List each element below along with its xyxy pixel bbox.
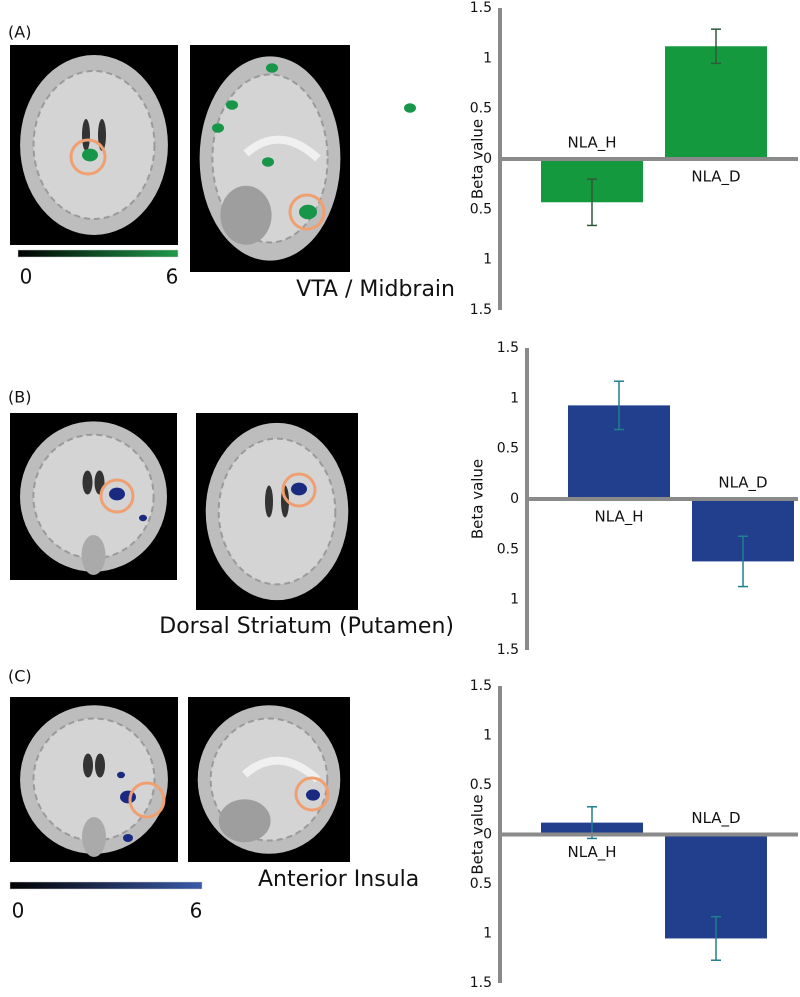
activation xyxy=(139,514,147,522)
brainstem xyxy=(82,817,106,857)
activation xyxy=(212,123,224,133)
activation xyxy=(123,834,133,842)
y-tick-label: 1.5 xyxy=(497,642,519,658)
activation xyxy=(82,148,98,162)
panel-label: (A) xyxy=(8,23,31,42)
y-tick-label: 0.5 xyxy=(497,441,519,457)
image-caption: VTA / Midbrain xyxy=(296,277,455,302)
cerebellum xyxy=(218,799,271,843)
colorbar-label: 0 xyxy=(20,265,33,289)
activation xyxy=(291,482,307,496)
activation xyxy=(299,204,317,220)
y-tick-label: 0.5 xyxy=(470,777,492,793)
y-tick-label: 1 xyxy=(483,50,492,66)
ventricle xyxy=(82,470,93,495)
roi-circle xyxy=(294,776,330,812)
bar xyxy=(665,46,767,159)
corpus-callosum xyxy=(242,756,321,783)
cerebellum xyxy=(220,185,272,245)
y-tick-label: 1 xyxy=(483,252,492,268)
brainstem xyxy=(81,535,106,575)
image-caption: Anterior Insula xyxy=(258,867,419,892)
brain-tissue xyxy=(32,70,156,220)
y-tick-label: 0 xyxy=(483,151,492,167)
colorbar xyxy=(9,881,203,890)
roi-circle xyxy=(99,478,135,514)
roi-circle xyxy=(288,193,326,231)
y-tick-label: 0.5 xyxy=(497,541,519,557)
category-label: NLA_H xyxy=(595,508,644,527)
y-tick-label: 1 xyxy=(510,390,519,406)
y-tick-label: 1.5 xyxy=(470,302,492,318)
roi-circle xyxy=(128,781,166,819)
category-label: NLA_H xyxy=(568,134,617,153)
panel-label: (B) xyxy=(8,388,31,407)
activation xyxy=(120,790,136,804)
y-axis-label: Beta value xyxy=(469,459,487,539)
roi-circle xyxy=(281,472,317,508)
activation xyxy=(109,487,125,501)
y-tick-label: 1.5 xyxy=(470,975,492,991)
colorbar xyxy=(17,249,179,258)
category-label: NLA_D xyxy=(691,168,740,187)
y-tick-label: 0.5 xyxy=(470,876,492,892)
category-label: NLA_D xyxy=(691,809,740,828)
ventricle xyxy=(83,753,93,778)
colorbar-label: 0 xyxy=(12,899,25,923)
y-tick-label: 1.5 xyxy=(470,678,492,694)
y-tick-label: 1 xyxy=(510,592,519,608)
y-tick-label: 1.5 xyxy=(497,340,519,356)
category-label: NLA_D xyxy=(718,474,767,493)
y-tick-label: 1.5 xyxy=(470,0,492,16)
colorbar-label: 6 xyxy=(166,265,179,289)
category-label: NLA_H xyxy=(568,843,617,862)
y-tick-label: 0.5 xyxy=(470,101,492,117)
brain-tissue xyxy=(217,437,337,586)
ventricle xyxy=(95,753,105,778)
activation xyxy=(226,100,238,110)
y-tick-label: 1 xyxy=(483,926,492,942)
y-axis-label: Beta value xyxy=(469,119,487,199)
y-tick-label: 0 xyxy=(510,491,519,507)
image-caption: Dorsal Striatum (Putamen) xyxy=(159,614,454,639)
ventricle xyxy=(265,485,273,518)
activation xyxy=(404,103,416,113)
roi-circle xyxy=(69,138,107,176)
activation xyxy=(306,789,320,801)
y-tick-label: 0.5 xyxy=(470,201,492,217)
y-axis-label: Beta value xyxy=(469,794,487,874)
y-tick-label: 0 xyxy=(483,827,492,843)
activation xyxy=(266,63,278,73)
colorbar-label: 6 xyxy=(190,899,203,923)
ventricle xyxy=(82,119,90,151)
activation xyxy=(117,771,125,779)
corpus-callosum xyxy=(243,135,321,162)
activation xyxy=(262,157,274,167)
panel-label: (C) xyxy=(8,667,32,686)
y-tick-label: 1 xyxy=(483,728,492,744)
